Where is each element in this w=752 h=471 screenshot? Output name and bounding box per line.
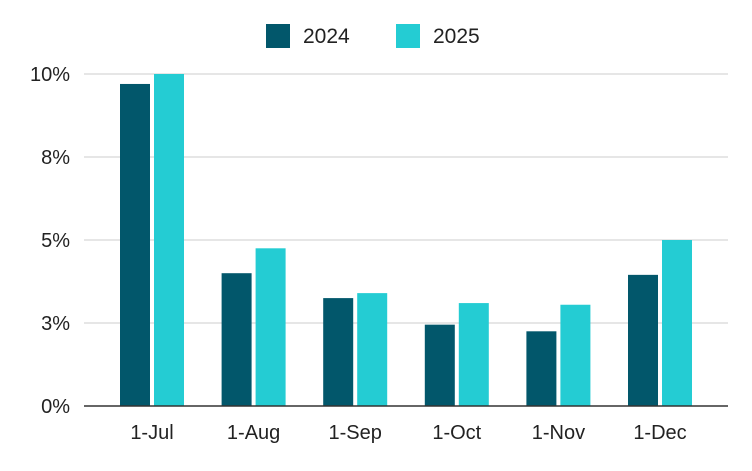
bar-2024-1-Jul <box>120 83 150 407</box>
bar-2024-1-Sep <box>323 298 354 406</box>
bar-2024-1-Aug <box>221 273 252 406</box>
x-tick-label: 1-Oct <box>432 422 481 444</box>
x-tick-label: 1-Dec <box>633 422 686 444</box>
x-tick-label: 1-Sep <box>329 422 382 444</box>
x-axis: 1-Jul 1-Aug 1-Sep 1-Oct 1-Nov 1-Dec <box>84 405 728 444</box>
bar-2025-1-Aug <box>255 248 286 406</box>
bar-2025-1-Dec <box>662 240 692 406</box>
bar-2024-1-Oct <box>424 324 455 406</box>
legend-label-2025: 2025 <box>433 25 480 48</box>
y-tick-label: 8% <box>41 147 70 169</box>
y-axis: 0% 3% 5% 8% 10% <box>30 64 70 418</box>
x-tick-label: 1-Aug <box>227 422 280 444</box>
bar-2025-1-Oct <box>458 303 489 406</box>
bar-2024-1-Dec <box>628 274 658 406</box>
y-tick-label: 10% <box>30 64 70 86</box>
legend-swatch-2025 <box>396 24 420 48</box>
bar-2025-1-Sep <box>357 293 388 406</box>
bar-2025-1-Jul <box>154 74 184 406</box>
y-tick-label: 0% <box>41 396 70 418</box>
bars <box>120 74 692 407</box>
y-tick-label: 3% <box>41 313 70 335</box>
legend-label-2024: 2024 <box>303 25 350 48</box>
legend-swatch-2024 <box>266 24 290 48</box>
x-tick-label: 1-Jul <box>130 422 173 444</box>
y-tick-label: 5% <box>41 230 70 252</box>
legend: 2024 2025 <box>266 24 480 48</box>
gridlines <box>84 73 728 324</box>
bar-2024-1-Nov <box>526 331 557 406</box>
x-tick-label: 1-Nov <box>532 422 585 444</box>
bar-2025-1-Nov <box>560 304 591 406</box>
